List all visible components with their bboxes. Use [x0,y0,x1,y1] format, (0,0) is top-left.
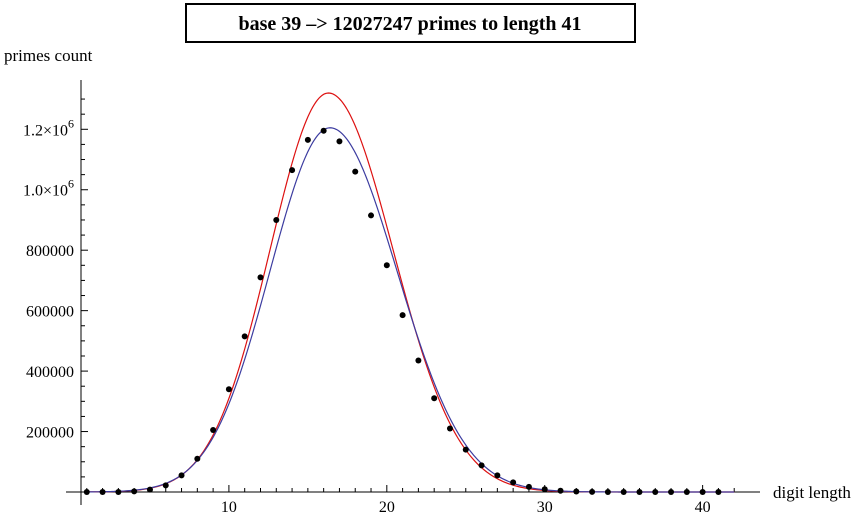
fit-curves [86,92,735,493]
data-point [683,489,690,495]
data-point [573,488,580,495]
data-point [494,472,501,479]
data-points [83,127,722,495]
y-tick-label: 600000 [26,304,74,321]
y-tick-label: 1.0×106 [23,177,74,200]
y-axis-label: primes count [4,46,93,65]
y-tick-label: 400000 [26,364,74,381]
data-point [368,212,375,219]
data-point [225,386,232,393]
data-point [257,274,264,281]
data-point [636,489,643,495]
y-tick-label: 200000 [26,425,74,442]
data-point [525,483,532,490]
y-tick-label: 1.2×106 [23,116,74,139]
data-point [431,395,438,402]
data-point [510,479,517,486]
data-point [210,427,217,434]
y-ticks: 200000 400000 600000 800000 1.0×106 1.2×106 [23,98,88,478]
x-tick-label: 10 [221,499,237,516]
title-box [185,3,636,43]
data-point [194,455,201,462]
data-point [146,486,153,493]
data-point [178,472,185,479]
data-point [241,333,248,340]
data-point [415,357,422,364]
red-fit-curve [86,92,735,493]
data-point [383,262,390,269]
data-point [478,462,485,469]
x-tick-label: 40 [695,499,711,516]
chart-title: base 39 –> 12027247 primes to length 41 [238,13,581,35]
x-axis-label: digit length [773,483,851,502]
data-point [289,167,296,174]
data-point [604,488,611,495]
data-point [541,486,548,493]
data-point [446,425,453,432]
data-point [352,168,359,175]
data-point [715,489,722,495]
x-tick-label: 30 [537,499,553,516]
data-point [273,216,280,223]
y-tick-label: 800000 [26,243,74,260]
x-tick-label: 20 [379,499,395,516]
data-point [336,138,343,145]
data-point [99,489,106,495]
data-point [652,489,659,495]
data-point [131,488,138,495]
data-point [399,312,406,319]
data-point [699,489,706,495]
data-point [83,489,90,495]
data-point [668,489,675,495]
data-point [162,482,169,489]
data-point [462,446,469,453]
data-point [589,488,596,495]
data-point [557,487,564,494]
blue-fit-curve [86,127,735,493]
x-ticks: 10 20 30 40 [86,485,735,516]
data-point [620,489,627,495]
data-point [115,489,122,495]
data-point [320,127,327,134]
data-point [304,136,311,143]
